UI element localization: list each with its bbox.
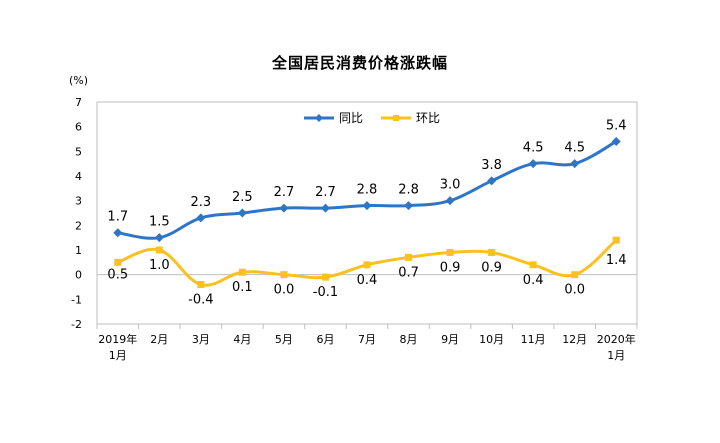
data-label: 2.7 bbox=[315, 185, 336, 200]
data-label: 2.7 bbox=[274, 185, 295, 200]
series-point-0 bbox=[570, 159, 580, 169]
y-tick-label: 4 bbox=[75, 170, 82, 183]
series-point-0 bbox=[237, 208, 247, 218]
data-label: 4.5 bbox=[523, 141, 544, 156]
y-tick-label: 1 bbox=[75, 244, 82, 257]
data-label: 5.4 bbox=[606, 118, 627, 133]
chart-title: 全国居民消费价格涨跌幅 bbox=[271, 54, 448, 72]
series-point-1 bbox=[114, 258, 122, 266]
data-label: 2.3 bbox=[191, 195, 212, 210]
series-point-0 bbox=[528, 159, 538, 169]
data-label: 0.7 bbox=[398, 265, 419, 280]
axis-layer: 7 6 5 4 3 2 1 0 -1 -2 2019年 1月 2月 3月 4月 5月 6月 7月 8月 9月 10月 11… bbox=[71, 96, 638, 362]
data-label: 4.5 bbox=[564, 141, 585, 156]
data-label: 1.5 bbox=[149, 215, 170, 230]
x-tick-label: 4月 bbox=[233, 333, 251, 346]
legend-swatch-marker bbox=[315, 114, 323, 122]
series-point-1 bbox=[155, 246, 163, 254]
data-label: 3.8 bbox=[481, 158, 502, 173]
series-point-0 bbox=[487, 176, 497, 186]
y-tick-label: 0 bbox=[75, 269, 82, 282]
data-label: 0.1 bbox=[232, 280, 253, 295]
data-label: -0.1 bbox=[313, 285, 338, 300]
data-label: 3.0 bbox=[440, 178, 461, 193]
data-label: 2.5 bbox=[232, 190, 253, 205]
series-point-1 bbox=[446, 248, 454, 256]
data-label: 2.8 bbox=[357, 183, 378, 198]
data-label: 0.4 bbox=[523, 273, 544, 288]
series-point-0 bbox=[279, 203, 289, 213]
data-label: 0.0 bbox=[274, 283, 295, 298]
x-tick-label: 1月 bbox=[109, 349, 127, 362]
y-tick-label: 2 bbox=[75, 219, 82, 232]
series-point-1 bbox=[321, 273, 329, 281]
data-label: -0.4 bbox=[188, 293, 213, 308]
x-tick-label: 2020年 bbox=[597, 332, 636, 346]
x-tick-label: 9月 bbox=[441, 333, 459, 346]
data-label: 2.8 bbox=[398, 183, 419, 198]
series-point-1 bbox=[405, 253, 413, 261]
y-tick-label: -1 bbox=[71, 293, 82, 306]
data-label: 1.4 bbox=[606, 253, 627, 268]
data-label: 1.7 bbox=[107, 210, 128, 225]
plot-area-frame bbox=[96, 101, 638, 325]
data-label-layer: 1.7 1.5 2.3 2.5 2.7 2.7 2.8 2.8 3.0 3.8 4.5 4.5 5.4 0… bbox=[107, 118, 626, 307]
data-label: 0.5 bbox=[107, 267, 128, 282]
series-point-1 bbox=[363, 261, 371, 269]
legend-label: 同比 bbox=[339, 111, 363, 125]
x-tick-label: 8月 bbox=[400, 333, 418, 346]
series-point-0 bbox=[113, 228, 123, 238]
data-label: 0.0 bbox=[564, 283, 585, 298]
series-point-0 bbox=[445, 196, 455, 206]
series-point-0 bbox=[196, 213, 206, 223]
legend-label: 环比 bbox=[416, 111, 440, 125]
x-tick-label: 6月 bbox=[316, 333, 334, 346]
series-point-1 bbox=[488, 248, 496, 256]
y-tick-label: 7 bbox=[75, 96, 82, 109]
series-point-0 bbox=[404, 201, 414, 211]
x-tick-label: 10月 bbox=[479, 333, 504, 346]
series-point-1 bbox=[280, 271, 288, 279]
y-tick-label: -2 bbox=[71, 318, 82, 331]
series-layer bbox=[113, 136, 621, 289]
y-tick-label: 3 bbox=[75, 195, 82, 208]
series-point-1 bbox=[238, 268, 246, 276]
legend-swatch-marker bbox=[393, 115, 399, 121]
data-label: 1.0 bbox=[149, 258, 170, 273]
x-tick-label: 2019年 bbox=[98, 332, 137, 346]
data-label: 0.9 bbox=[481, 260, 502, 275]
y-tick-label: 6 bbox=[75, 121, 82, 134]
legend: 同比 环比 bbox=[304, 111, 440, 125]
series-point-0 bbox=[320, 203, 330, 213]
series-point-1 bbox=[571, 271, 579, 279]
series-point-0 bbox=[362, 201, 372, 211]
series-point-1 bbox=[612, 236, 620, 244]
x-tick-label: 11月 bbox=[521, 333, 546, 346]
x-tick-label: 7月 bbox=[358, 333, 376, 346]
x-tick-label: 5月 bbox=[275, 333, 293, 346]
data-label: 0.4 bbox=[357, 273, 378, 288]
x-tick-label: 1月 bbox=[607, 349, 625, 362]
series-point-0 bbox=[611, 136, 621, 146]
series-point-1 bbox=[197, 281, 205, 289]
y-axis-unit-label: (%) bbox=[69, 74, 88, 87]
y-tick-label: 5 bbox=[75, 145, 82, 158]
series-point-1 bbox=[529, 261, 537, 269]
x-tick-label: 2月 bbox=[150, 333, 168, 346]
x-tick-label: 3月 bbox=[192, 333, 210, 346]
x-tick-label: 12月 bbox=[562, 333, 587, 346]
data-label: 0.9 bbox=[440, 260, 461, 275]
series-point-0 bbox=[154, 233, 164, 243]
